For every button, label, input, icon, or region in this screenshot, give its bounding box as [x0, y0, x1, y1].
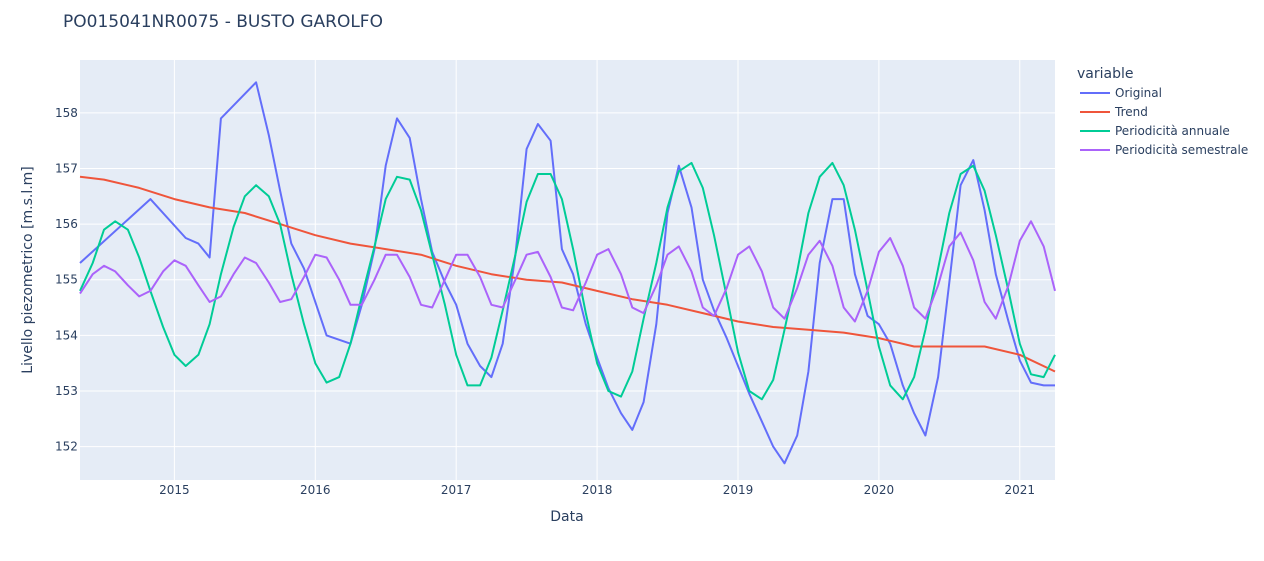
y-tick-label: 153	[55, 384, 78, 398]
x-tick-label: 2021	[1005, 483, 1036, 497]
x-tick-label: 2015	[159, 483, 190, 497]
y-axis-ticks: 152 153 154 155 156 157 158	[55, 106, 78, 454]
series-lines	[79, 81, 1056, 465]
x-tick-label: 2020	[864, 483, 895, 497]
y-tick-label: 157	[55, 161, 78, 175]
legend-label: Original	[1115, 86, 1162, 100]
legend-items: Original Trend Periodicità annuale Periodic…	[1080, 86, 1248, 157]
y-axis-title: Livello piezometrico [m.s.l.m]	[20, 166, 36, 374]
legend-title: variable	[1077, 66, 1133, 82]
plot-background	[80, 60, 1055, 480]
series-line-periodicit-annuale	[79, 161, 1056, 401]
x-tick-label: 2017	[441, 483, 472, 497]
chart-title: PO015041NR0075 - BUSTO GAROLFO	[63, 12, 383, 32]
x-tick-label: 2018	[582, 483, 613, 497]
y-tick-label: 154	[55, 328, 78, 342]
y-tick-label: 152	[55, 440, 78, 454]
y-tick-label: 156	[55, 217, 78, 231]
series-line-periodicit-semestrale	[79, 220, 1056, 323]
legend-label: Periodicità semestrale	[1115, 143, 1248, 157]
legend-label: Periodicità annuale	[1115, 124, 1230, 138]
x-tick-label: 2016	[300, 483, 331, 497]
x-tick-label: 2019	[723, 483, 754, 497]
legend-label: Trend	[1114, 105, 1148, 119]
x-axis-title: Data	[550, 509, 583, 525]
y-tick-label: 155	[55, 273, 78, 287]
y-tick-label: 158	[55, 106, 78, 120]
series-line-trend	[79, 175, 1056, 373]
x-axis-ticks: 2015 2016 2017 2018 2019 2020 2021	[159, 483, 1035, 497]
legend: variable Original Trend Periodicità annual…	[1077, 66, 1248, 157]
